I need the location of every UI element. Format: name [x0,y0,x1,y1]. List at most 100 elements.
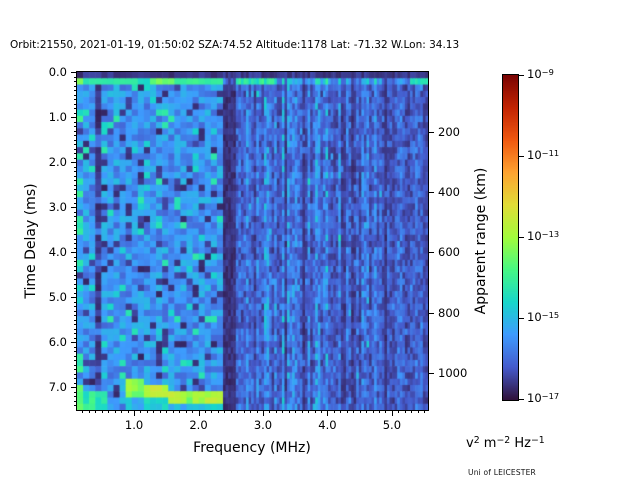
y-tick-minor [74,261,77,263]
x-tick-minor [366,410,368,413]
y2-axis-label: Apparent range (km) [473,167,489,315]
x-tick-minor [211,410,213,413]
x-tick-minor [172,410,174,413]
y-tick-major [71,72,77,73]
x-tick-minor [95,410,97,413]
x-tick-label: 3.0 [253,418,273,432]
y-tick-minor [74,108,77,110]
y-tick-major [71,117,77,119]
y-tick-minor [74,157,77,159]
x-tick-minor [224,410,226,413]
y-tick-minor [74,270,77,272]
x-tick-minor [398,410,400,413]
y2-tick-label: 1000 [438,365,468,380]
y-tick-minor [74,76,77,78]
y-tick-minor [74,315,77,317]
y-tick-minor [74,234,77,236]
x-tick-minor [385,410,387,413]
x-tick-minor [166,410,168,413]
y-tick-minor [74,81,77,82]
y2-tick-label: 800 [438,305,460,320]
x-tick-label: 2.0 [189,418,208,432]
x-tick-minor [146,410,148,413]
x-tick-minor [192,410,194,413]
x-tick-minor [179,410,181,413]
colorbar-tick [519,156,524,157]
y-tick-label: 5.0 [48,290,67,305]
y-tick-major [71,387,77,389]
x-tick-minor [288,410,290,413]
x-tick-minor [346,410,348,413]
y-tick-minor [74,175,77,177]
x-tick-minor [424,410,426,413]
y-tick-major [71,252,77,254]
x-tick-minor [308,410,310,413]
y-tick-minor [74,94,77,96]
y-tick-minor [74,135,77,137]
y-tick-label: 0.0 [48,65,67,79]
y-axis-label: Time Delay (ms) [23,183,39,299]
y-tick-minor [74,283,77,285]
y-tick-minor [74,337,77,339]
x-tick-major [134,410,136,416]
y-tick-minor [74,238,77,240]
y-tick-minor [74,333,77,335]
y-tick-minor [74,328,77,330]
colorbar-unit-label: v2 m−2 Hz−1 [466,435,545,451]
y-tick-minor [74,130,77,132]
y2-tick-major [428,252,434,254]
colorbar-tick-label: 10−9 [527,66,554,81]
x-tick-minor [237,410,239,413]
y2-tick-major [428,312,434,314]
x-tick-minor [295,410,297,413]
colorbar-tick [519,399,524,400]
y-tick-minor [74,229,77,231]
colorbar-tick-label: 10−15 [527,309,560,324]
y-tick-minor [74,211,77,213]
y-tick-minor [74,319,77,321]
credit-text: Uni of LEICESTER [468,468,536,477]
y-tick-minor [74,247,77,249]
x-tick-major [262,410,264,416]
y2-tick-major [428,192,434,194]
x-tick-minor [185,410,187,413]
y-tick-minor [74,220,77,222]
y-tick-minor [74,373,77,375]
x-tick-minor [250,410,252,413]
x-tick-minor [320,410,322,413]
spectrogram-heatmap [77,72,428,410]
x-tick-label: 5.0 [382,418,402,432]
x-tick-minor [333,410,335,413]
x-tick-label: 4.0 [318,418,337,432]
y-tick-minor [74,279,77,281]
y-tick-minor [74,99,77,101]
y-tick-minor [74,225,77,227]
x-tick-minor [282,410,284,413]
plot-frame [76,71,429,411]
y-tick-minor [74,126,77,128]
y-tick-minor [74,391,77,393]
y-tick-label: 7.0 [48,380,67,395]
y-tick-minor [74,346,77,348]
x-axis-label: Frequency (MHz) [193,440,311,456]
y-tick-major [71,162,77,164]
y-tick-minor [74,292,77,294]
x-tick-minor [140,410,142,413]
x-tick-minor [88,410,90,413]
y-tick-minor [74,171,77,173]
y-tick-minor [74,148,77,150]
y-tick-minor [74,396,77,398]
y-tick-minor [74,243,77,245]
x-tick-minor [404,410,406,413]
x-tick-major [391,410,393,416]
x-tick-major [327,410,329,416]
y-tick-minor [74,324,77,326]
y-tick-major [71,342,77,344]
x-tick-major [198,410,200,416]
x-tick-minor [256,410,258,413]
x-tick-minor [372,410,374,413]
y-tick-minor [74,288,77,290]
colorbar-tick-label: 10−13 [527,228,560,243]
x-tick-minor [340,410,342,413]
